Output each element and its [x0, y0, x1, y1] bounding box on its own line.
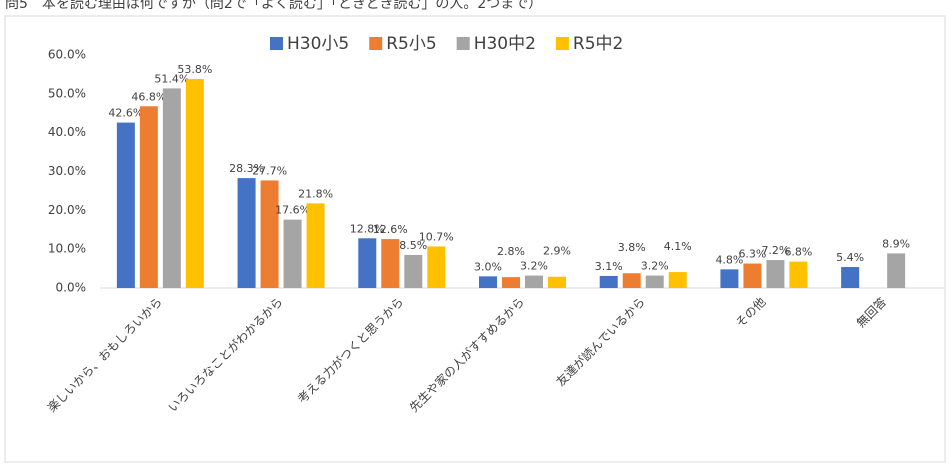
x-tick-label: 先生や家の人がすすめるから	[406, 294, 527, 415]
chart-border	[4, 15, 946, 463]
value-label: 12.8%	[350, 222, 385, 235]
y-tick-label: 60.0%	[48, 48, 86, 62]
value-label: 53.8%	[177, 63, 212, 76]
value-label: 42.6%	[108, 107, 143, 120]
legend-swatch	[270, 37, 283, 50]
value-label: 8.9%	[882, 237, 910, 250]
bar	[525, 275, 543, 288]
bar	[841, 267, 860, 288]
bar	[139, 106, 158, 288]
value-label: 4.8%	[715, 253, 743, 266]
y-tick-label: 40.0%	[48, 125, 86, 139]
x-tick-label: 楽しいから、おもしろいから	[45, 295, 165, 415]
bar	[789, 261, 808, 288]
chart-title: 問5 本を読む理由は何ですか（問2で「よく読む」「ときどき読む」の人。2つまで）	[5, 0, 542, 12]
legend-swatch	[369, 37, 383, 50]
legend-label: H30小5	[287, 34, 349, 54]
value-label: 3.1%	[595, 260, 623, 273]
bar	[306, 203, 325, 288]
legend-swatch	[456, 37, 470, 50]
value-label: 6.3%	[738, 248, 766, 261]
value-label: 4.1%	[664, 240, 692, 253]
bar	[622, 273, 641, 288]
value-label: 28.3%	[229, 162, 264, 175]
value-label: 2.8%	[497, 245, 525, 258]
bar	[743, 263, 762, 288]
value-label: 12.6%	[373, 223, 408, 236]
bar	[479, 276, 497, 288]
value-label: 8.5%	[399, 239, 427, 252]
x-tick-label: 友達が読んでいるから	[553, 294, 648, 389]
value-label: 3.2%	[520, 260, 548, 273]
legend-label: H30中2	[474, 34, 536, 54]
y-tick-label: 30.0%	[48, 164, 86, 178]
legend-label: R5中2	[573, 34, 623, 54]
legend-label: R5小5	[386, 34, 436, 54]
bar	[599, 275, 618, 288]
value-label: 10.7%	[419, 230, 454, 243]
bar	[404, 254, 423, 288]
value-label: 51.4%	[154, 72, 189, 85]
value-label: 3.0%	[474, 260, 502, 273]
bar	[358, 238, 377, 288]
bar	[668, 272, 687, 288]
x-tick-label: 考える力がつくと思うから	[294, 294, 406, 406]
bar	[381, 239, 400, 288]
bar	[645, 275, 664, 288]
value-label: 21.8%	[298, 187, 333, 200]
x-tick-label: その他	[733, 295, 768, 330]
y-tick-label: 50.0%	[48, 86, 86, 100]
x-tick-label: 無回答	[853, 294, 889, 330]
bar	[162, 88, 181, 288]
value-label: 3.8%	[618, 241, 646, 254]
bar	[237, 178, 256, 288]
legend-swatch	[555, 37, 569, 50]
bar	[283, 219, 302, 288]
bar	[887, 253, 906, 288]
bar	[427, 246, 446, 288]
bar	[720, 269, 739, 288]
value-label: 5.4%	[836, 251, 864, 264]
value-label: 27.7%	[252, 164, 287, 177]
bar	[260, 180, 279, 288]
value-label: 17.6%	[275, 204, 310, 217]
value-label: 2.9%	[543, 245, 571, 258]
y-tick-label: 0.0%	[56, 281, 87, 295]
bar	[116, 122, 135, 288]
bar	[502, 277, 520, 288]
y-tick-label: 10.0%	[48, 242, 86, 256]
value-label: 3.2%	[641, 260, 669, 273]
x-tick-label: いろいろなことがわかるから	[165, 294, 286, 415]
value-label: 6.8%	[784, 246, 812, 259]
bar	[185, 79, 204, 289]
bar	[766, 260, 785, 288]
value-label: 7.2%	[761, 244, 789, 257]
value-label: 46.8%	[131, 90, 166, 103]
y-tick-label: 20.0%	[48, 203, 86, 217]
bar	[548, 276, 566, 288]
